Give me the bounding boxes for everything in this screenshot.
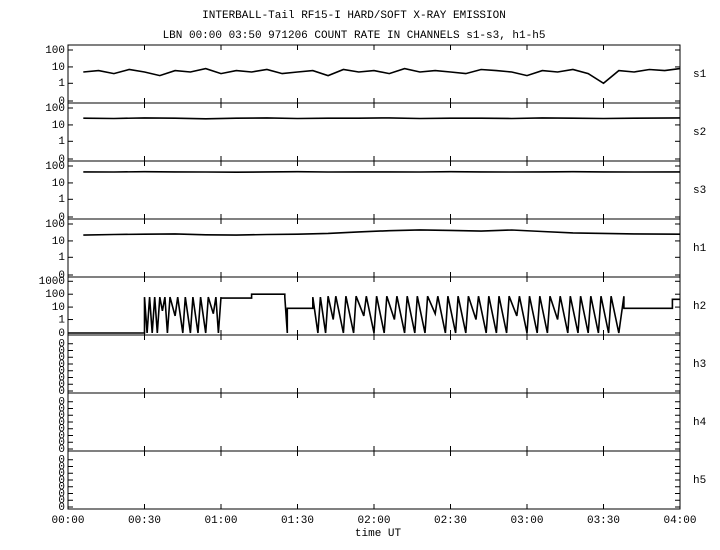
x-axis-label: time UT [355,528,402,540]
y-tick-label: 0 [58,397,65,409]
y-tick-label: 0 [58,482,65,494]
data-line [68,293,680,334]
y-tick-label: 0 [58,430,65,442]
data-line [83,67,681,85]
y-tick-label: 0 [58,379,65,391]
y-tick-label: 100 [45,219,65,231]
y-tick-label: 0 [58,345,65,357]
y-tick-label: 0 [58,437,65,449]
y-tick-label: 1000 [39,276,65,288]
y-tick-label: 0 [58,417,65,429]
data-line [83,229,681,236]
panel-frame [67,160,681,220]
panel-frame [67,450,681,510]
x-tick-label: 02:30 [434,515,467,527]
y-tick-label: 0 [58,461,65,473]
y-tick-label: 0 [58,444,65,456]
y-tick-label: 1 [58,194,65,206]
y-tick-label: 1 [58,136,65,148]
y-tick-label: 10 [52,302,65,314]
x-tick-label: 02:00 [357,515,390,527]
y-tick-label: 0 [58,468,65,480]
x-tick-label: 01:00 [204,515,237,527]
panel-label: s1 [693,69,707,81]
x-tick-label: 03:30 [587,515,620,527]
x-tick-label: 00:30 [128,515,161,527]
y-tick-label: 0 [58,488,65,500]
panel-label: h2 [693,301,706,313]
y-tick-label: 0 [58,502,65,514]
data-line [83,117,681,120]
panel-frame [67,392,681,452]
y-tick-label: 10 [52,236,65,248]
y-tick-label: 0 [58,495,65,507]
y-tick-label: 0 [58,424,65,436]
y-tick-label: 1 [58,78,65,90]
y-tick-label: 0 [58,372,65,384]
y-tick-label: 0 [58,359,65,371]
y-tick-label: 100 [45,103,65,115]
y-tick-label: 0 [58,386,65,398]
panel-label: h1 [693,243,707,255]
y-tick-label: 0 [58,270,65,282]
y-tick-label: 0 [58,339,65,351]
y-tick-label: 0 [58,212,65,224]
y-tick-label: 0 [58,410,65,422]
data-line [83,170,681,174]
y-tick-label: 0 [58,328,65,340]
y-tick-label: 100 [45,45,65,57]
panel-label: h3 [693,359,706,371]
y-tick-label: 10 [52,120,65,132]
x-tick-label: 01:30 [281,515,314,527]
y-tick-label: 0 [58,96,65,108]
y-tick-label: 0 [58,154,65,166]
y-tick-label: 0 [58,455,65,467]
panel-frame [67,218,681,278]
panel-label: s3 [693,185,706,197]
panel-label: h5 [693,475,706,487]
y-tick-label: 0 [58,366,65,378]
y-tick-label: 1 [58,252,65,264]
y-tick-label: 10 [52,178,65,190]
y-tick-label: 1 [58,314,65,326]
chart-subtitle: LBN 00:00 03:50 971206 COUNT RATE IN CHA… [163,30,546,42]
panel-label: h4 [693,417,707,429]
x-tick-label: 00:00 [51,515,84,527]
y-tick-label: 0 [58,352,65,364]
y-tick-label: 0 [58,403,65,415]
panel-frame [67,334,681,394]
panel-frame [67,102,681,162]
y-tick-label: 100 [45,161,65,173]
y-tick-label: 10 [52,62,65,74]
chart-title: INTERBALL-Tail RF15-I HARD/SOFT X-RAY EM… [202,10,506,22]
x-tick-label: 03:00 [510,515,543,527]
y-tick-label: 100 [45,289,65,301]
y-tick-label: 0 [58,475,65,487]
x-tick-label: 04:00 [663,515,696,527]
panel-label: s2 [693,127,706,139]
